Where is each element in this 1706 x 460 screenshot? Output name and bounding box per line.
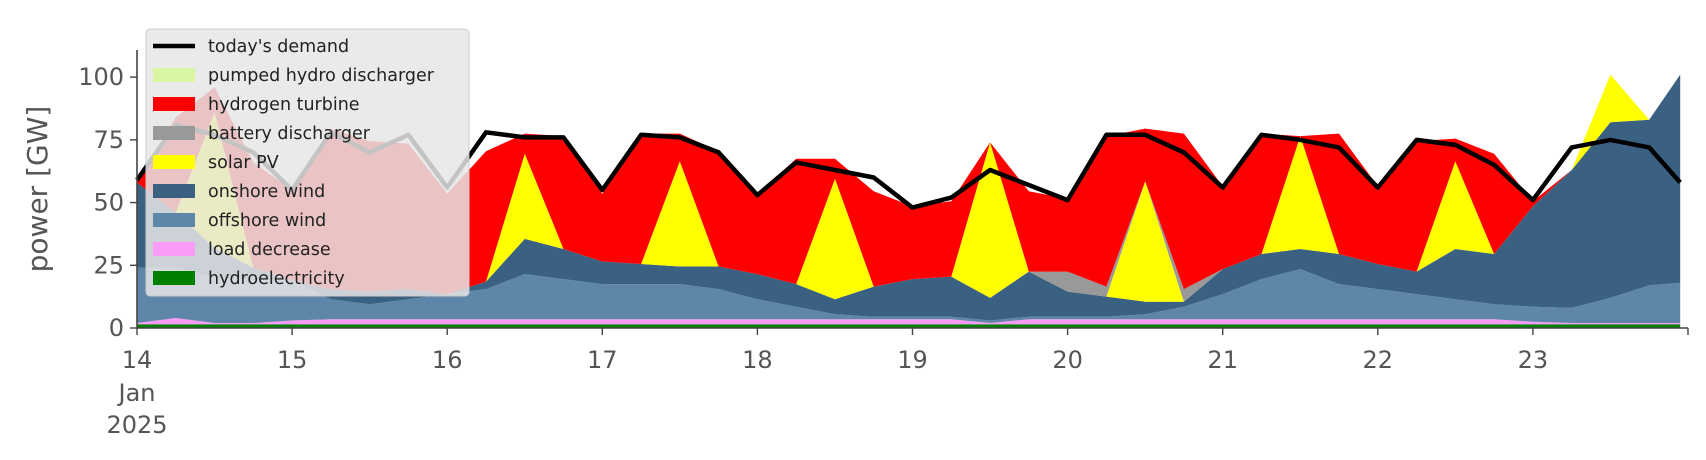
x-tick-label: 14: [122, 346, 153, 374]
area-offshore-wind: [137, 267, 1681, 323]
x-tick-sublabel: 2025: [106, 411, 167, 439]
legend-label-today-s-demand: today's demand: [208, 37, 349, 57]
legend-swatch-hydroelectricity: [153, 271, 195, 285]
x-tick-label: 18: [742, 346, 773, 374]
legend-swatch-battery-discharger: [153, 126, 195, 140]
legend-label-hydroelectricity: hydroelectricity: [208, 269, 345, 289]
axes: power [GW] 14 Jan 2025 15 16 17 18 19 20 21 22 23 0 2…: [21, 50, 1689, 439]
x-tick-label: 21: [1207, 346, 1238, 374]
x-tick-label: 22: [1363, 346, 1394, 374]
legend-label-pumped-hydro-discharger: pumped hydro discharger: [208, 66, 435, 86]
legend-swatch-offshore-wind: [153, 213, 195, 227]
x-tick-label: 19: [897, 346, 928, 374]
legend-label-hydrogen-turbine: hydrogen turbine: [208, 95, 360, 115]
legend-label-offshore-wind: offshore wind: [208, 211, 326, 231]
y-tick-label: 50: [93, 189, 124, 217]
legend-swatch-onshore-wind: [153, 184, 195, 198]
y-axis-label: power [GW]: [21, 106, 54, 273]
legend-label-onshore-wind: onshore wind: [208, 182, 325, 202]
legend-label-solar-pv: solar PV: [208, 153, 279, 173]
x-tick-label: 17: [587, 346, 618, 374]
y-tick-label: 75: [93, 126, 124, 154]
area-hydroelectricity: [137, 324, 1681, 328]
legend-swatch-load-decrease: [153, 242, 195, 256]
legend-label-load-decrease: load decrease: [208, 240, 331, 260]
legend: today's demand pumped hydro discharger hyd…: [145, 28, 470, 297]
x-tick-label: 23: [1518, 346, 1549, 374]
y-tick-label: 100: [78, 63, 124, 91]
legend-swatch-pumped-hydro-discharger: [153, 68, 195, 82]
x-tick-label: 15: [277, 346, 308, 374]
area-onshore-wind: [137, 74, 1681, 321]
legend-swatch-solar-pv: [153, 155, 195, 169]
y-tick-label: 25: [93, 251, 124, 279]
y-tick-label: 0: [109, 314, 124, 342]
x-tick-sublabel: Jan: [117, 379, 156, 407]
area-solar-pv: [137, 74, 1681, 302]
x-tick-label: 20: [1052, 346, 1083, 374]
legend-box: [145, 28, 470, 297]
area-load-decrease: [137, 318, 1681, 325]
legend-label-battery-discharger: battery discharger: [208, 124, 371, 144]
x-tick-label: 16: [432, 346, 463, 374]
legend-swatch-hydrogen-turbine: [153, 97, 195, 111]
